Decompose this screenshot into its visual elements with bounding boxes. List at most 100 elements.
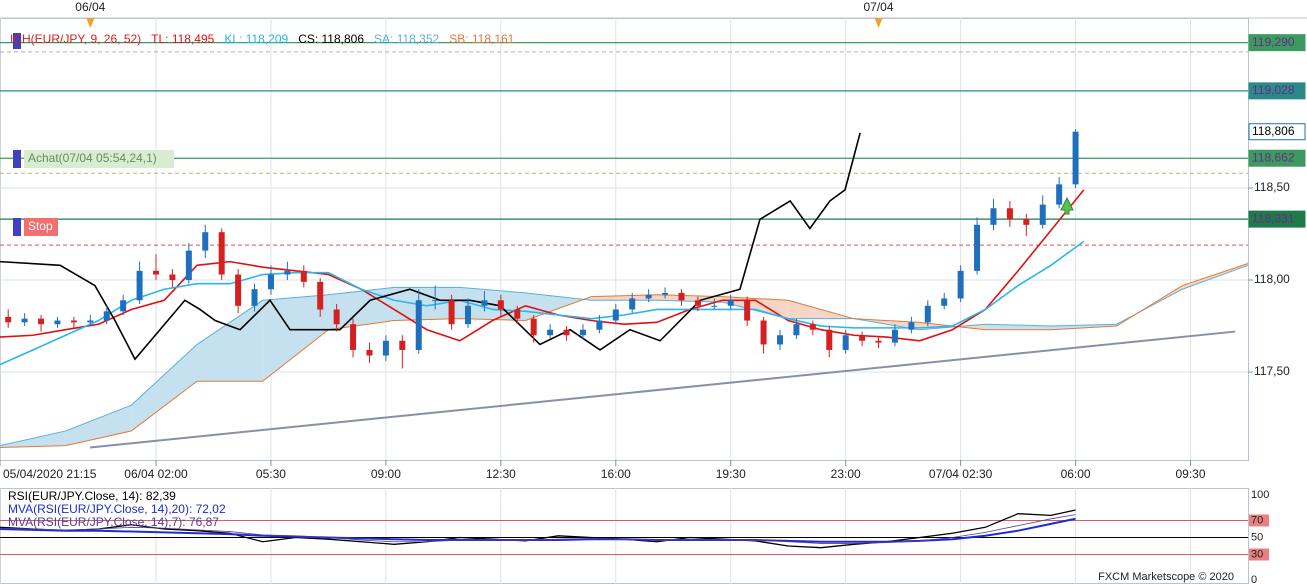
price-tag-label: 119,290 — [1252, 35, 1295, 49]
indicator-legend: ICH(EUR/JPY, 9, 26, 52) TL: 118,495 KL: 11… — [10, 32, 515, 46]
cloud-segment — [722, 296, 789, 319]
candle-body — [514, 309, 521, 319]
achat-icon — [13, 150, 21, 168]
stop-box — [24, 218, 58, 236]
candle-body — [1023, 219, 1030, 225]
candle-body — [21, 318, 28, 323]
achat-label: Achat(07/04 05:54,24,1) — [28, 151, 157, 165]
rsi-tick-bg — [1249, 548, 1269, 561]
series-line — [0, 240, 1085, 366]
stop-icon — [13, 218, 21, 236]
candle-body — [136, 270, 143, 301]
x-tick-label: 06/04 02:00 — [124, 467, 188, 481]
legend-entry: SA: 118,352 — [374, 32, 439, 46]
cloud-segment — [394, 287, 460, 321]
candle-body — [120, 300, 127, 312]
rsi-tick-bg — [1249, 514, 1269, 527]
x-tick-label: 23:00 — [831, 467, 861, 481]
candle-body — [957, 270, 964, 299]
trend-line — [89, 330, 1236, 449]
footer: FXCM Marketscope © 2020 — [1098, 571, 1234, 583]
top-date-label: 07/04 — [864, 0, 894, 14]
candle-body — [645, 294, 652, 299]
candle-body — [990, 208, 997, 225]
candle-body — [1006, 208, 1013, 220]
cloud-segment — [131, 344, 198, 431]
cloud-segment — [65, 405, 132, 446]
candle-body — [596, 320, 603, 330]
price-tag — [1248, 34, 1306, 52]
rsi-tick-bg — [1249, 489, 1269, 501]
candle-body — [415, 300, 422, 350]
candle-body — [350, 324, 357, 350]
series-line — [0, 189, 1085, 342]
x-tick-label: 06:00 — [1061, 467, 1091, 481]
candle-body — [629, 298, 636, 310]
candle-body — [87, 320, 94, 323]
candle-body — [267, 274, 274, 290]
candle-body — [448, 300, 455, 325]
y-tick-label: 117,50 — [1254, 364, 1290, 378]
candle-body — [317, 281, 324, 310]
candle-body — [842, 335, 849, 350]
candle-body — [974, 224, 981, 271]
candle-body — [694, 300, 701, 306]
price-tag-label: 119,028 — [1252, 83, 1295, 97]
x-tick-label: 19:30 — [716, 467, 746, 481]
candle-body — [941, 298, 948, 306]
legend-entry: ICH(EUR/JPY, 9, 26, 52) — [10, 32, 141, 46]
legend-entry: KL: 118,209 — [224, 32, 288, 46]
series-line — [0, 262, 1249, 448]
rsi-tick-label: 100 — [1251, 489, 1269, 501]
candle-body — [908, 322, 915, 330]
candle-body — [54, 320, 61, 325]
x-tick-label: 05:30 — [256, 467, 286, 481]
candle-body — [399, 340, 406, 350]
series-line — [0, 509, 1076, 549]
candle-body — [366, 349, 373, 356]
series-line — [0, 514, 1076, 544]
candle-body — [793, 324, 800, 336]
price-tag — [1248, 210, 1306, 228]
x-tick-label: 09:30 — [1176, 467, 1206, 481]
candle-body — [777, 335, 783, 345]
candle-body — [169, 274, 176, 281]
candle-body — [875, 340, 882, 343]
price-tag-label: 118,806 — [1252, 124, 1295, 138]
rsi-legend-entry: MVA(RSI(EUR/JPY.Close, 14),20): 72,02 — [8, 502, 226, 516]
candle-body — [579, 329, 586, 336]
rsi-tick-label: 50 — [1251, 531, 1263, 543]
candle-body — [826, 329, 833, 350]
x-tick-label: 05/04/2020 21:15 — [3, 467, 97, 481]
candle-body — [760, 320, 767, 345]
candle-body — [727, 300, 734, 306]
cloud-segment — [197, 300, 263, 382]
candle-body — [1072, 131, 1079, 185]
candle-body — [218, 232, 225, 275]
price-tag — [1248, 123, 1306, 141]
candle-body — [300, 270, 307, 282]
candle-body — [497, 300, 504, 310]
rsi-tick-bg — [1249, 574, 1269, 584]
series-line — [0, 132, 861, 361]
candle-body — [547, 329, 554, 336]
stop-label: Stop — [28, 219, 53, 233]
y-tick-label: 118,50 — [1254, 180, 1290, 194]
x-tick-label: 09:00 — [371, 467, 401, 481]
legend-entry: TL: 118,495 — [151, 32, 214, 46]
date-marker — [86, 18, 95, 28]
candle-body — [38, 318, 45, 325]
candle-body — [103, 311, 110, 321]
date-marker — [874, 18, 883, 28]
candle-body — [153, 270, 159, 275]
candle-body — [185, 250, 192, 281]
candle-body — [662, 292, 669, 295]
candle-body — [251, 289, 258, 306]
top-date-label: 06/04 — [75, 0, 105, 14]
series-line — [0, 517, 1076, 543]
candle-body — [809, 324, 816, 330]
candle-body — [70, 320, 77, 323]
rsi-legend-entry: RSI(EUR/JPY.Close, 14): 82,39 — [8, 489, 176, 503]
achat-box — [24, 150, 174, 168]
